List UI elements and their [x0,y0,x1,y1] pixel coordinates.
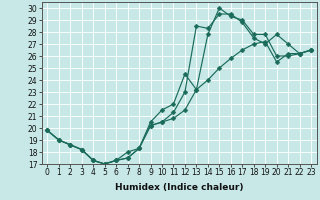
X-axis label: Humidex (Indice chaleur): Humidex (Indice chaleur) [115,183,244,192]
